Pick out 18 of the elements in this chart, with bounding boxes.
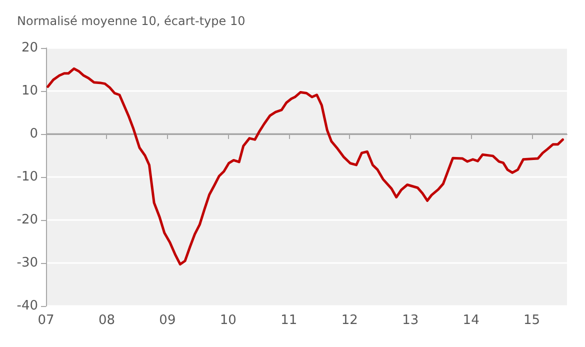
y-tick-label: -30 [16,256,38,270]
x-tick-label: 14 [462,313,480,328]
line-series [46,67,564,266]
y-tick-label: 20 [21,40,38,56]
y-tick-label: 0 [30,126,38,142]
chart-title: Normalisé moyenne 10, écart-type 10 [17,14,246,28]
x-tick-label: 09 [159,313,176,328]
y-tick-label: -10 [16,170,38,184]
x-tick-label: 10 [220,313,236,328]
x-tick-label: 08 [98,313,115,328]
x-tick-label: 13 [402,313,419,328]
x-tick-label: 15 [524,313,540,328]
x-tick-label: 07 [38,313,54,328]
x-tick-label: 11 [280,313,298,328]
y-tick-label: -20 [16,212,38,228]
y-tick-label: 10 [21,84,38,98]
y-tick-label: -40 [16,298,38,314]
x-tick-label: 12 [341,313,358,328]
